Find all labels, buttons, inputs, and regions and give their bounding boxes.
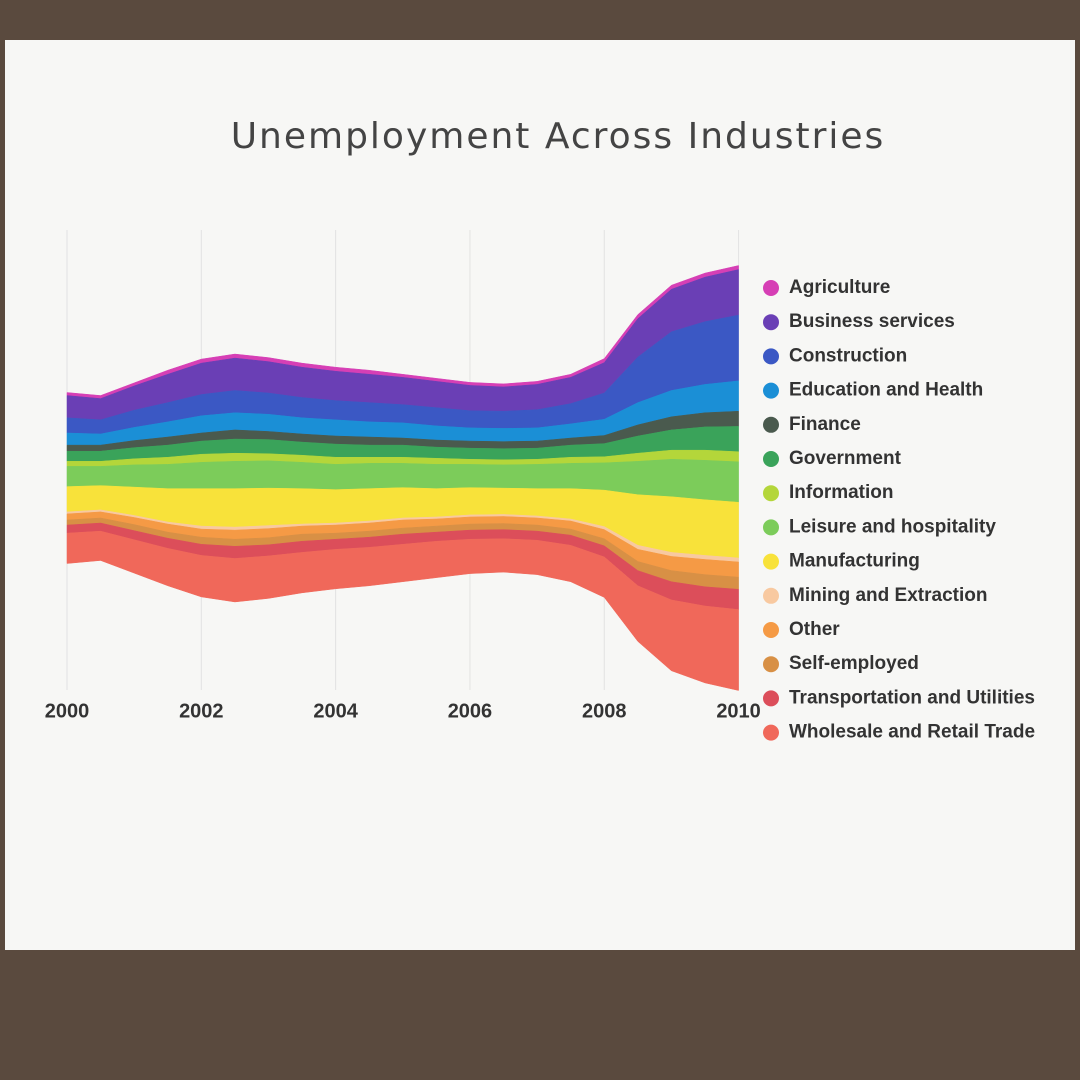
legend-swatch	[763, 382, 779, 399]
legend-label: Manufacturing	[789, 551, 920, 572]
legend-label: Finance	[789, 414, 861, 435]
legend-label: Leisure and hospitality	[789, 516, 996, 537]
legend-swatch	[763, 485, 779, 502]
legend-label: Construction	[789, 345, 907, 366]
legend-label: Mining and Extraction	[789, 585, 987, 606]
legend-swatch	[763, 690, 779, 707]
legend-swatch	[763, 622, 779, 638]
legend-swatch	[763, 416, 779, 433]
x-tick-label: 2006	[448, 700, 493, 722]
chart-title: Unemployment Across Industries	[231, 116, 886, 157]
legend-label: Business services	[789, 311, 955, 332]
legend-label: Wholesale and Retail Trade	[789, 722, 1035, 743]
x-tick-label: 2004	[313, 700, 358, 722]
legend-label: Self-employed	[789, 653, 919, 674]
x-tick-label: 2010	[716, 700, 761, 722]
legend-label: Other	[789, 619, 840, 640]
legend-swatch	[763, 656, 779, 673]
stream-layer	[66, 530, 739, 691]
legend-label: Agriculture	[789, 277, 890, 298]
legend-swatch	[763, 587, 779, 604]
legend-label: Education and Health	[789, 380, 983, 401]
legend-label: Transportation and Utilities	[789, 687, 1035, 708]
legend-swatch	[763, 280, 779, 296]
x-tick-label: 2008	[582, 700, 627, 722]
x-tick-label: 2000	[45, 700, 90, 722]
legend-swatch	[763, 553, 779, 570]
legend-swatch	[763, 451, 779, 467]
legend-swatch	[763, 724, 779, 741]
legend-swatch	[763, 519, 779, 536]
legend-swatch	[763, 348, 779, 365]
legend-label: Information	[789, 482, 894, 503]
legend-swatch	[763, 314, 779, 331]
x-tick-label: 2002	[179, 700, 224, 722]
legend-label: Government	[789, 448, 902, 469]
